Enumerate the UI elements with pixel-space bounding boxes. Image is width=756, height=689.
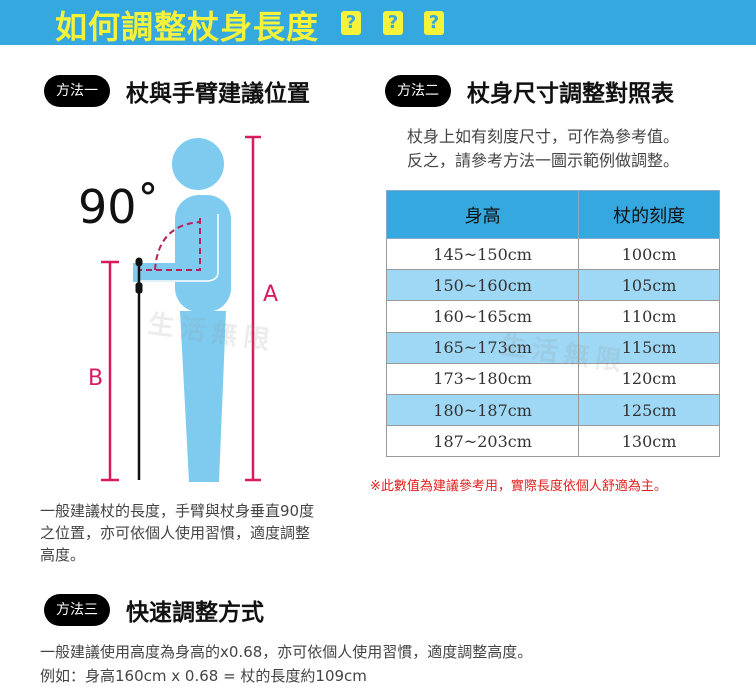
column-header-height: 身高	[385, 190, 580, 239]
table-row: 160~165cm 110cm	[385, 300, 720, 333]
table-row: 145~150cm 100cm	[385, 237, 720, 271]
height-cell: 187~203cm	[385, 425, 580, 458]
height-cell: 173~180cm	[385, 362, 580, 395]
height-size-table: 身高 杖的刻度 145~150cm 100cm 150~160cm 105cm 160~…	[385, 190, 720, 458]
figure-legs	[180, 311, 226, 482]
figure-head	[172, 138, 224, 190]
scale-cell: 100cm	[578, 237, 720, 271]
right-angle-marker	[140, 218, 201, 271]
scale-cell: 125cm	[578, 393, 720, 427]
question-icon: ?	[341, 11, 361, 35]
method3-title: 快速調整方式	[126, 600, 264, 626]
method2-badge: 方法二	[385, 75, 451, 107]
scale-cell: 110cm	[578, 300, 720, 333]
table-row: 150~160cm 105cm	[385, 269, 720, 302]
label-a: A	[263, 282, 279, 307]
table-row: 187~203cm 130cm	[385, 425, 720, 458]
scale-cell: 105cm	[578, 269, 720, 302]
column-header-scale: 杖的刻度	[578, 190, 720, 239]
scale-cell: 130cm	[578, 425, 720, 458]
height-cell: 180~187cm	[385, 393, 580, 427]
question-icon: ?	[383, 11, 403, 35]
label-b: B	[88, 366, 104, 391]
angle-label: 90˚	[78, 180, 160, 234]
height-cell: 145~150cm	[385, 237, 580, 271]
table-footnote: ※此數值為建議參考用，實際長度依個人舒適為主。	[370, 479, 667, 494]
height-cell: 150~160cm	[385, 269, 580, 302]
method1-title: 杖與手臂建議位置	[126, 81, 310, 107]
table-row: 165~173cm 115cm	[385, 331, 720, 364]
method2-intro: 杖身上如有刻度尺寸，可作為參考值。 反之，請參考方法一圖示範例做調整。	[407, 127, 680, 170]
method1-badge: 方法一	[44, 75, 110, 107]
cane-position-diagram	[101, 135, 261, 482]
cane	[135, 257, 143, 480]
question-icon: ?	[424, 11, 444, 35]
header-banner: 如何調整杖身長度 ? ? ?	[0, 0, 756, 46]
method1-note: 一般建議杖的長度，手臂與杖身垂直90度 之位置，亦可依個人使用習慣，適度調整 高度。	[40, 502, 315, 564]
height-cell: 165~173cm	[385, 331, 580, 364]
page-title: 如何調整杖身長度	[55, 8, 320, 46]
figure-forearm	[133, 263, 217, 282]
scale-cell: 115cm	[578, 331, 720, 364]
table-row: 173~180cm 120cm	[385, 362, 720, 395]
method3-badge: 方法三	[44, 594, 110, 626]
height-cell: 160~165cm	[385, 300, 580, 333]
scale-cell: 120cm	[578, 362, 720, 395]
method3-text: 一般建議使用高度為身高的x0.68，亦可依個人使用習慣，適度調整高度。 例如：身高…	[40, 643, 533, 685]
table-row: 180~187cm 125cm	[385, 393, 720, 427]
figure-torso	[175, 195, 231, 312]
method2-title: 杖身尺寸調整對照表	[467, 81, 674, 107]
